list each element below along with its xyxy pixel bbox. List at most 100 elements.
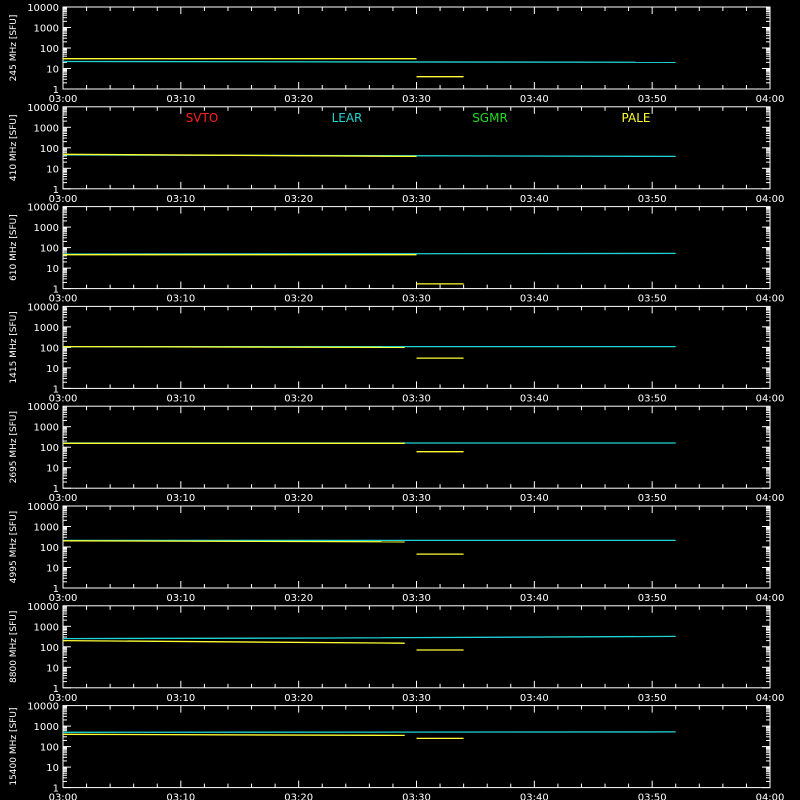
y-tick-label: 100 bbox=[40, 743, 59, 754]
y-tick-label: 1000 bbox=[34, 423, 59, 434]
x-tick-label: 03:10 bbox=[166, 294, 195, 305]
x-tick-label: 03:30 bbox=[402, 493, 431, 504]
y-tick-label: 100 bbox=[40, 543, 59, 554]
y-tick-label: 10000 bbox=[27, 302, 59, 313]
y-tick-label: 1000 bbox=[34, 24, 59, 35]
panel-ylabel: 8800 MHz [SFU] bbox=[9, 611, 19, 683]
panel-ylabel: 610 MHz [SFU] bbox=[9, 214, 19, 281]
x-tick-label: 03:00 bbox=[49, 793, 78, 800]
y-tick-label: 1 bbox=[53, 484, 59, 495]
x-tick-label: 03:00 bbox=[49, 593, 78, 604]
x-tick-label: 03:50 bbox=[638, 94, 667, 105]
panel-ylabel: 4995 MHz [SFU] bbox=[9, 511, 19, 583]
x-tick-label: 04:00 bbox=[756, 194, 785, 205]
x-tick-label: 03:30 bbox=[402, 393, 431, 404]
x-tick-label: 03:40 bbox=[520, 194, 549, 205]
y-tick-label: 10000 bbox=[27, 602, 59, 613]
y-tick-label: 1 bbox=[53, 285, 59, 296]
y-tick-label: 10000 bbox=[27, 702, 59, 713]
x-tick-label: 04:00 bbox=[756, 693, 785, 704]
panels: 10000 1000 100 10 1 245 MHz [SFU] 03:00 03:10 03… bbox=[9, 3, 784, 800]
panel-5: 10000 1000 100 10 1 4995 MHz [SFU] 03:00 03:10 0… bbox=[9, 502, 784, 604]
y-tick-label: 1000 bbox=[34, 622, 59, 633]
y-tick-label: 1 bbox=[53, 85, 59, 96]
x-tick-label: 03:10 bbox=[166, 94, 195, 105]
x-tick-label: 03:40 bbox=[520, 593, 549, 604]
y-tick-label: 100 bbox=[40, 144, 59, 155]
x-tick-label: 04:00 bbox=[756, 94, 785, 105]
x-tick-label: 04:00 bbox=[756, 393, 785, 404]
panel-ylabel: 15400 MHz [SFU] bbox=[9, 708, 19, 786]
x-tick-label: 03:30 bbox=[402, 94, 431, 105]
x-tick-label: 03:40 bbox=[520, 793, 549, 800]
y-tick-label: 10 bbox=[46, 264, 59, 275]
y-tick-label: 1 bbox=[53, 185, 59, 196]
x-tick-label: 03:20 bbox=[284, 493, 313, 504]
x-tick-label: 03:50 bbox=[638, 793, 667, 800]
y-tick-label: 100 bbox=[40, 443, 59, 454]
panel-3: 10000 1000 100 10 1 1415 MHz [SFU] 03:00 03:10 0… bbox=[9, 302, 784, 404]
x-tick-label: 03:30 bbox=[402, 194, 431, 205]
x-tick-label: 03:20 bbox=[284, 393, 313, 404]
panel-ylabel: 2695 MHz [SFU] bbox=[9, 411, 19, 483]
x-tick-label: 03:50 bbox=[638, 493, 667, 504]
x-tick-label: 03:20 bbox=[284, 194, 313, 205]
x-tick-label: 03:10 bbox=[166, 393, 195, 404]
y-tick-label: 10 bbox=[46, 663, 59, 674]
y-tick-label: 10000 bbox=[27, 502, 59, 513]
y-tick-label: 100 bbox=[40, 643, 59, 654]
series-line-pale bbox=[62, 345, 405, 349]
y-tick-label: 100 bbox=[40, 44, 59, 55]
x-tick-label: 03:30 bbox=[402, 693, 431, 704]
series-line-pale bbox=[62, 153, 417, 158]
y-tick-label: 10000 bbox=[27, 103, 59, 114]
x-tick-label: 03:10 bbox=[166, 194, 195, 205]
x-tick-label: 03:10 bbox=[166, 693, 195, 704]
x-tick-label: 03:40 bbox=[520, 493, 549, 504]
x-tick-label: 03:00 bbox=[49, 194, 78, 205]
y-tick-label: 1000 bbox=[34, 722, 59, 733]
y-tick-label: 1 bbox=[53, 384, 59, 395]
y-tick-label: 1000 bbox=[34, 223, 59, 234]
x-tick-label: 03:30 bbox=[402, 294, 431, 305]
series-line-pale bbox=[62, 540, 405, 543]
y-tick-label: 10 bbox=[46, 464, 59, 475]
legend-entry-pale: PALE bbox=[622, 111, 651, 125]
x-tick-label: 03:10 bbox=[166, 493, 195, 504]
x-tick-label: 04:00 bbox=[756, 493, 785, 504]
y-tick-label: 10 bbox=[46, 364, 59, 375]
series-line-pale bbox=[62, 733, 405, 737]
x-tick-label: 03:10 bbox=[166, 593, 195, 604]
x-tick-label: 03:50 bbox=[638, 194, 667, 205]
x-tick-label: 03:20 bbox=[284, 94, 313, 105]
y-tick-label: 10000 bbox=[27, 3, 59, 14]
x-tick-label: 04:00 bbox=[756, 593, 785, 604]
legend: SVTO LEAR SGMR PALE bbox=[186, 111, 651, 125]
panel-4: 10000 1000 100 10 1 2695 MHz [SFU] 03:00 03:10 0… bbox=[9, 402, 784, 504]
legend-entry-svto: SVTO bbox=[186, 111, 219, 125]
y-tick-label: 10000 bbox=[27, 402, 59, 413]
legend-entry-sgmr: SGMR bbox=[472, 111, 508, 125]
x-tick-label: 03:30 bbox=[402, 593, 431, 604]
y-tick-label: 10 bbox=[46, 164, 59, 175]
x-tick-label: 03:00 bbox=[49, 94, 78, 105]
panel-ylabel: 410 MHz [SFU] bbox=[9, 114, 19, 181]
x-tick-label: 03:00 bbox=[49, 693, 78, 704]
y-tick-label: 10000 bbox=[27, 203, 59, 214]
panel-ylabel: 1415 MHz [SFU] bbox=[9, 311, 19, 383]
x-tick-label: 03:50 bbox=[638, 593, 667, 604]
y-tick-label: 10 bbox=[46, 763, 59, 774]
panel-7: 10000 1000 100 10 1 15400 MHz [SFU] 03:00 03:10… bbox=[9, 702, 784, 800]
x-tick-label: 03:40 bbox=[520, 94, 549, 105]
x-tick-label: 03:40 bbox=[520, 393, 549, 404]
x-tick-label: 03:40 bbox=[520, 294, 549, 305]
y-tick-label: 10 bbox=[46, 564, 59, 575]
x-tick-label: 03:50 bbox=[638, 294, 667, 305]
y-tick-label: 10 bbox=[46, 65, 59, 76]
panel-6: 10000 1000 100 10 1 8800 MHz [SFU] 03:00 03:10 0… bbox=[9, 602, 784, 704]
x-tick-label: 03:50 bbox=[638, 693, 667, 704]
y-tick-label: 1000 bbox=[34, 123, 59, 134]
series-line-lear bbox=[62, 60, 676, 63]
